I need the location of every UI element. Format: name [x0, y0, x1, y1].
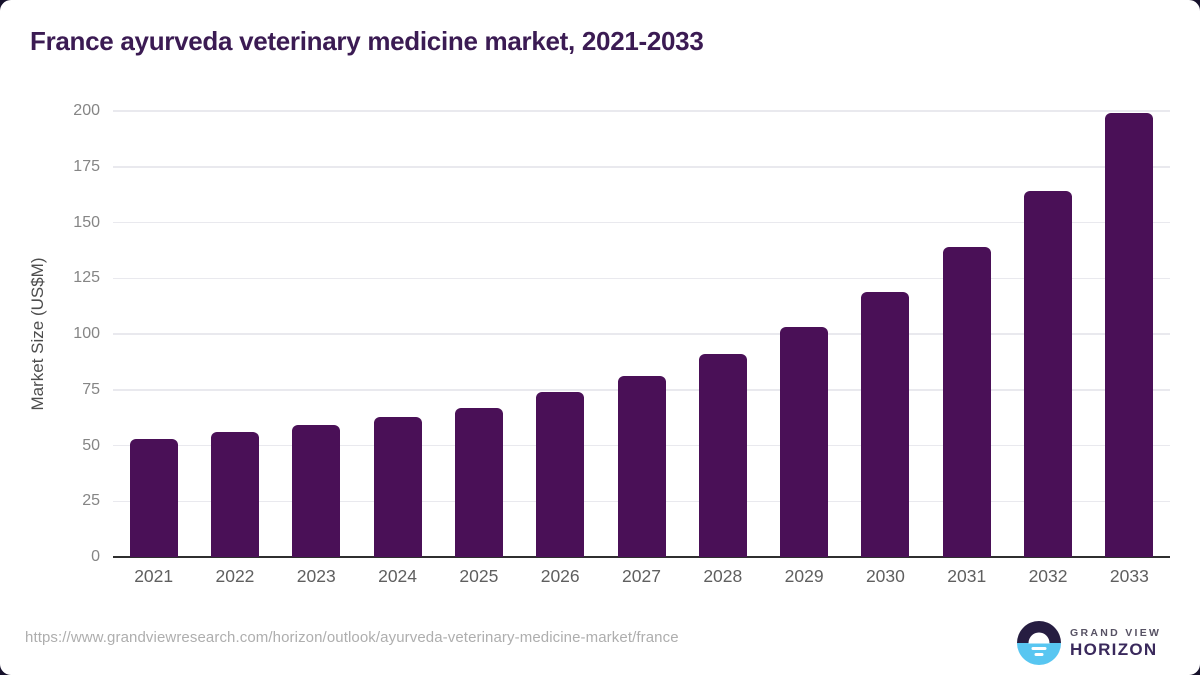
bar-2028 — [698, 354, 747, 557]
gridline-200 — [113, 110, 1170, 112]
logo-sky-half — [1017, 621, 1061, 643]
x-tick-label-2023: 2023 — [296, 566, 336, 586]
bar-2026 — [536, 391, 585, 557]
x-tick-label-2029: 2029 — [784, 566, 824, 586]
logo-text-horizon: HORIZON — [1070, 640, 1158, 659]
horizon-sunrise-logo-icon — [1017, 621, 1061, 665]
gridline-125 — [113, 277, 1170, 279]
bar-2031 — [942, 247, 991, 557]
x-tick-label-2021: 2021 — [134, 566, 174, 586]
bar-2033 — [1105, 113, 1154, 557]
y-tick-label-100: 100 — [73, 325, 100, 342]
bar-2023 — [292, 425, 341, 557]
gridline-175 — [113, 166, 1170, 168]
y-tick-label-175: 175 — [73, 157, 100, 175]
x-axis-line — [113, 556, 1170, 558]
grand-view-horizon-logo: GRAND VIEW HORIZON — [1017, 621, 1161, 665]
bar-2021 — [129, 438, 178, 557]
y-tick-label-125: 125 — [73, 269, 100, 287]
bar-2025 — [454, 407, 503, 557]
x-tick-label-2030: 2030 — [865, 566, 905, 586]
x-tick-label-2024: 2024 — [378, 566, 418, 586]
x-tick-label-2031: 2031 — [947, 566, 987, 586]
x-axis-tick-labels: 2021 2022 2023 2024 2025 2026 2027 2028 2029 2030… — [113, 566, 1170, 594]
x-tick-label-2028: 2028 — [703, 566, 743, 586]
x-tick-label-2033: 2033 — [1109, 566, 1149, 586]
bar-2032 — [1024, 191, 1073, 557]
x-tick-label-2027: 2027 — [622, 566, 661, 586]
logo-text-grand-view: GRAND VIEW — [1070, 627, 1162, 639]
y-axis-tick-labels: 0 25 50 75 100 125 150 175 200 — [0, 102, 105, 565]
bar-2029 — [780, 327, 829, 557]
x-tick-label-2032: 2032 — [1028, 566, 1068, 586]
logo-text: GRAND VIEW HORIZON — [1070, 627, 1161, 659]
logo-reflection-bar-2 — [1034, 652, 1044, 656]
chart-title: France ayurveda veterinary medicine mark… — [30, 26, 704, 56]
y-tick-label-50: 50 — [82, 436, 100, 454]
logo-sun-shape — [1028, 632, 1050, 643]
bar-2022 — [210, 432, 259, 557]
x-tick-label-2026: 2026 — [540, 566, 580, 586]
x-tick-label-2025: 2025 — [459, 566, 499, 586]
y-tick-label-0: 0 — [91, 548, 100, 565]
bar-2024 — [373, 416, 422, 557]
y-tick-label-150: 150 — [73, 213, 100, 231]
x-tick-label-2022: 2022 — [215, 566, 255, 586]
plot-area — [113, 110, 1170, 558]
bar-2030 — [861, 291, 910, 557]
y-tick-label-25: 25 — [82, 492, 100, 510]
y-tick-label-200: 200 — [73, 102, 100, 119]
gridline-150 — [113, 221, 1170, 224]
logo-reflection-bar-1 — [1031, 646, 1047, 650]
source-url-text: https://www.grandviewresearch.com/horizo… — [25, 629, 679, 646]
gridline-100 — [113, 333, 1170, 335]
y-tick-label-75: 75 — [82, 380, 100, 398]
bar-2027 — [617, 376, 666, 557]
